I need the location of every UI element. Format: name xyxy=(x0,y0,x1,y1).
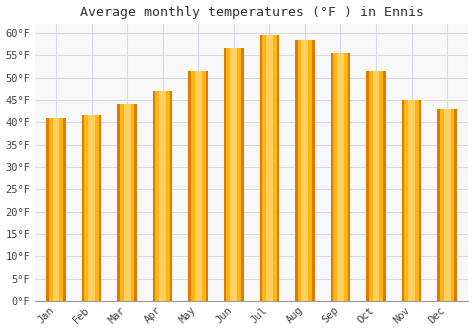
Bar xyxy=(298,39,312,301)
Bar xyxy=(404,100,419,301)
Bar xyxy=(124,104,130,301)
Bar xyxy=(88,116,95,301)
Bar xyxy=(84,116,99,301)
Bar xyxy=(227,48,241,301)
Bar xyxy=(366,71,386,301)
Bar xyxy=(224,48,244,301)
Bar xyxy=(444,109,450,301)
Bar xyxy=(53,118,59,301)
Bar xyxy=(301,39,308,301)
Bar xyxy=(369,71,383,301)
Bar xyxy=(159,91,166,301)
Bar xyxy=(333,53,348,301)
Bar xyxy=(155,91,170,301)
Bar xyxy=(189,71,208,301)
Bar xyxy=(262,35,277,301)
Bar xyxy=(295,39,315,301)
Bar xyxy=(195,71,201,301)
Bar xyxy=(373,71,379,301)
Bar xyxy=(46,118,66,301)
Bar xyxy=(82,116,101,301)
Bar xyxy=(120,104,135,301)
Bar xyxy=(408,100,415,301)
Bar xyxy=(402,100,421,301)
Bar xyxy=(331,53,350,301)
Bar xyxy=(230,48,237,301)
Bar xyxy=(118,104,137,301)
Bar xyxy=(266,35,273,301)
Bar xyxy=(49,118,64,301)
Bar xyxy=(440,109,455,301)
Bar xyxy=(438,109,457,301)
Bar xyxy=(191,71,206,301)
Bar xyxy=(260,35,279,301)
Bar xyxy=(153,91,173,301)
Title: Average monthly temperatures (°F ) in Ennis: Average monthly temperatures (°F ) in En… xyxy=(80,6,424,19)
Bar xyxy=(337,53,344,301)
